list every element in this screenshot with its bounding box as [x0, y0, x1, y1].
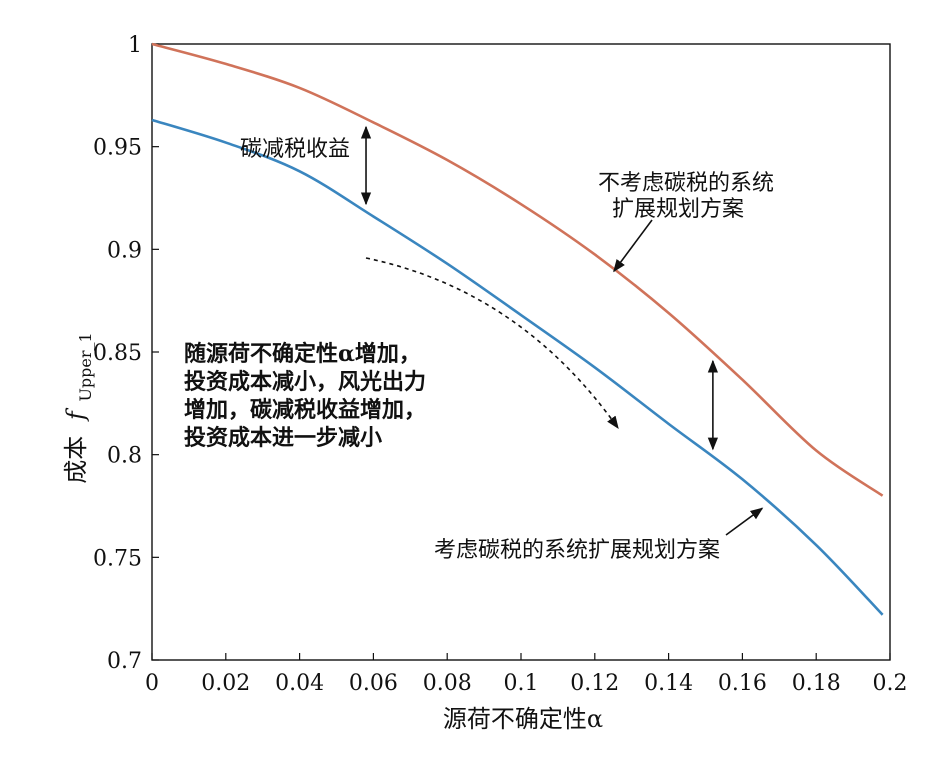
x-tick-label: 0.02	[201, 671, 250, 696]
y-tick-label: 0.7	[107, 649, 142, 674]
y-axis-title-symbol: f	[62, 407, 90, 422]
y-axis-title: 成本 f Upper_1	[62, 332, 95, 483]
x-tick-label: 0.08	[423, 671, 472, 696]
x-tick-label: 0.16	[718, 671, 767, 696]
y-tick-label: 0.9	[107, 238, 142, 263]
trend-arrow-dashed	[365, 257, 619, 430]
note-line3: 增加，碳减税收益增加，	[184, 397, 426, 423]
y-tick-label: 1	[128, 33, 142, 58]
annotation-arrows	[360, 125, 764, 536]
series-layer	[151, 42, 884, 616]
note-line4: 投资成本进一步减小	[184, 425, 382, 451]
x-tick-label: 0.06	[349, 671, 398, 696]
pointer-arrow-no-tax	[613, 219, 653, 273]
no-tax-label-line2: 扩展规划方案	[612, 197, 744, 222]
x-tick-label: 0.1	[504, 671, 539, 696]
x-tick-label: 0.14	[644, 671, 693, 696]
tax-label: 考虑碳税的系统扩展规划方案	[434, 538, 720, 563]
x-tick-label: 0.12	[570, 671, 619, 696]
x-tick-label: 0.2	[873, 671, 908, 696]
y-axis-title-subscript: Upper_1	[76, 332, 95, 401]
no-tax-label-line1: 不考虑碳税的系统	[598, 171, 774, 196]
series-line-no-tax	[151, 42, 884, 497]
y-axis-title-main: 成本	[62, 436, 90, 484]
axis-ticks: 0 0.02 0.04 0.06 0.08 0.1 0.12 0.14 0.16 0.18 0.2 0…	[93, 33, 907, 696]
pointer-arrow-with-tax	[725, 507, 764, 536]
x-tick-label: 0.04	[275, 671, 324, 696]
note-line2: 投资成本减小，风光出力	[184, 369, 426, 395]
carbon-benefit-label: 碳减税收益	[240, 137, 350, 162]
y-tick-label: 0.8	[107, 444, 142, 469]
y-tick-label: 0.95	[93, 136, 142, 161]
x-tick-label: 0.18	[792, 671, 841, 696]
series-line-with-tax	[151, 118, 884, 616]
x-axis-title: 源荷不确定性α	[443, 705, 603, 733]
y-tick-label: 0.75	[93, 546, 142, 571]
y-tick-label: 0.85	[93, 341, 142, 366]
x-tick-label: 0	[145, 671, 159, 696]
note-line1: 随源荷不确定性α增加，	[184, 341, 421, 367]
